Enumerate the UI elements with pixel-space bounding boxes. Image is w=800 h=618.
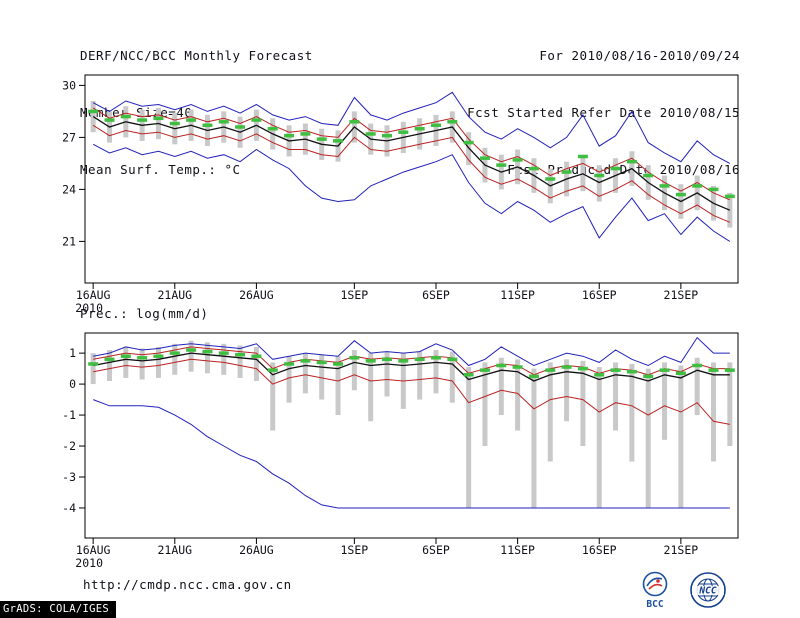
temperature-panel-label: Mean Surf. Temp.: °C [80,162,241,177]
svg-text:-1: -1 [62,408,76,422]
bcc-logo-label: BCC [646,599,663,610]
source-url: http://cmdp.ncc.cma.gov.cn [83,577,292,592]
svg-text:16AUG: 16AUG [76,543,111,557]
plot-title: DERF/NCC/BCC Monthly Forecast [80,48,313,63]
plot-frame [84,332,739,539]
svg-text:11SEP: 11SEP [500,543,535,557]
forecast-range-label: For 2010/08/16-2010/09/24 [539,48,740,63]
svg-text:21AUG: 21AUG [157,543,192,557]
svg-text:-3: -3 [62,470,76,484]
svg-text:-2: -2 [62,439,76,453]
svg-text:1: 1 [69,346,76,360]
series-blue-lower-envelope [93,399,730,509]
y-axis: 21 24 27 30 [62,78,85,248]
svg-text:16SEP: 16SEP [582,543,617,557]
svg-text:21AUG: 21AUG [157,288,192,302]
series-black-mean [92,116,731,211]
svg-text:6SEP: 6SEP [422,288,450,302]
plot-frame [84,74,739,284]
svg-text:-4: -4 [62,501,76,515]
series-red-upper [92,107,730,201]
series-red-lower [93,358,730,425]
svg-text:21: 21 [62,234,76,248]
svg-text:11SEP: 11SEP [500,288,535,302]
series-blue-lower-envelope [92,143,731,242]
svg-text:26AUG: 26AUG [239,543,274,557]
ncc-logo: NCC [690,572,726,608]
precipitation-panel-label: Prec.: log(mm/d) [80,306,209,321]
series-red-upper [93,346,730,376]
logos: BCC NCC [636,570,732,612]
svg-text:6SEP: 6SEP [422,543,450,557]
green-dash-marks [88,109,735,199]
grads-credit: GrADS: COLA/IGES [0,601,116,618]
series-blue-upper-envelope [92,91,731,164]
svg-text:21SEP: 21SEP [664,288,699,302]
svg-text:24: 24 [62,182,76,196]
svg-text:21SEP: 21SEP [664,543,699,557]
svg-text:26AUG: 26AUG [239,288,274,302]
series-blue-upper-envelope [93,336,730,367]
svg-text:1SEP: 1SEP [341,543,369,557]
svg-text:30: 30 [62,78,76,92]
gray-spread-bars [90,340,733,508]
series-red-lower [92,124,730,223]
svg-text:2010: 2010 [75,556,103,570]
svg-text:2010: 2010 [75,301,103,315]
green-dash-marks [88,348,735,379]
svg-text:27: 27 [62,130,76,144]
svg-text:16AUG: 16AUG [76,288,111,302]
bcc-logo: BCC [642,571,668,610]
ncc-logo-label: NCC [698,586,716,597]
y-axis: -4 -3 -2 -1 0 1 [62,346,85,515]
svg-text:1SEP: 1SEP [341,288,369,302]
series-black-mean [93,352,730,382]
svg-text:0: 0 [69,377,76,391]
svg-text:16SEP: 16SEP [582,288,617,302]
